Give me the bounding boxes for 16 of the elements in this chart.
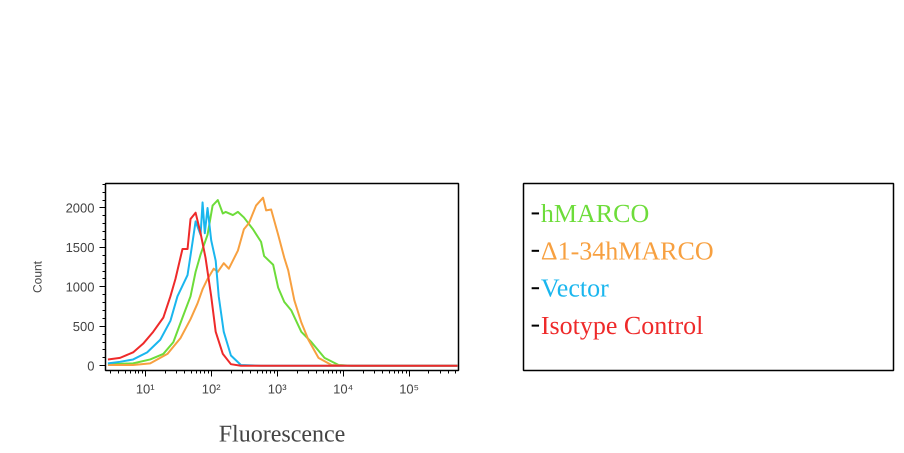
y-tick-label: 500: [72, 318, 95, 334]
y-tick-label: 0: [87, 358, 95, 374]
y-axis-title: Count: [30, 260, 45, 294]
y-tick-label: 2000: [66, 200, 94, 216]
x-axis-title: Fluorescence: [218, 422, 346, 448]
x-tick-label: 10⁵: [399, 382, 420, 396]
text: hMARCO: [540, 198, 650, 228]
x-tick-label: 10⁴: [333, 382, 354, 396]
text: Δ1-34hMARCO: [540, 236, 714, 266]
x-tick-label: 10¹: [136, 382, 156, 396]
text: Isotype Control: [540, 311, 704, 340]
text: Vector: [540, 274, 610, 303]
x-tick-label: 10²: [202, 382, 222, 396]
x-tick-label: 10³: [268, 382, 288, 396]
y-tick-label: 1000: [66, 279, 94, 294]
y-tick-label: 1500: [66, 240, 94, 255]
